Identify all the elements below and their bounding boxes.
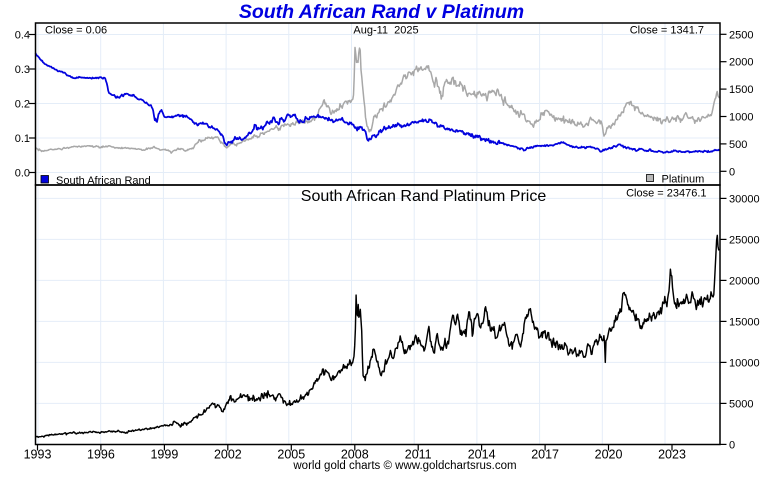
svg-text:500: 500 bbox=[729, 139, 747, 151]
svg-text:2005: 2005 bbox=[277, 448, 305, 462]
svg-text:0.4: 0.4 bbox=[15, 30, 30, 42]
svg-text:2500: 2500 bbox=[729, 29, 753, 41]
svg-text:world gold charts © www.goldch: world gold charts © www.goldchartsrus.co… bbox=[292, 460, 516, 472]
svg-text:5000: 5000 bbox=[729, 398, 753, 410]
svg-text:South African Rand Platinum Pr: South African Rand Platinum Price bbox=[301, 188, 547, 205]
svg-text:15000: 15000 bbox=[729, 316, 760, 328]
svg-text:Close = 1341.7: Close = 1341.7 bbox=[630, 25, 704, 37]
svg-text:1000: 1000 bbox=[729, 112, 753, 124]
svg-text:0: 0 bbox=[729, 166, 735, 178]
svg-text:2023: 2023 bbox=[658, 448, 686, 462]
svg-text:2000: 2000 bbox=[729, 57, 753, 69]
svg-text:0.3: 0.3 bbox=[15, 64, 30, 76]
svg-text:0: 0 bbox=[729, 439, 735, 451]
svg-text:20000: 20000 bbox=[729, 275, 760, 287]
svg-text:30000: 30000 bbox=[729, 193, 760, 205]
svg-text:0.2: 0.2 bbox=[15, 99, 30, 111]
svg-text:2011: 2011 bbox=[405, 448, 432, 462]
svg-text:Aug-11 2025: Aug-11 2025 bbox=[353, 25, 418, 37]
svg-text:1500: 1500 bbox=[729, 84, 753, 96]
svg-text:2008: 2008 bbox=[341, 448, 369, 462]
svg-text:10000: 10000 bbox=[729, 357, 760, 369]
svg-text:0.0: 0.0 bbox=[15, 168, 30, 180]
svg-text:Close = 0.06: Close = 0.06 bbox=[45, 25, 107, 37]
svg-text:Platinum: Platinum bbox=[662, 174, 705, 186]
svg-text:2017: 2017 bbox=[531, 448, 559, 462]
svg-text:25000: 25000 bbox=[729, 234, 760, 246]
svg-text:2014: 2014 bbox=[468, 448, 496, 462]
svg-text:1993: 1993 bbox=[24, 448, 52, 462]
svg-text:South African Rand v Platinum: South African Rand v Platinum bbox=[239, 1, 524, 23]
svg-text:Close = 23476.1: Close = 23476.1 bbox=[626, 188, 706, 200]
svg-text:0.1: 0.1 bbox=[15, 133, 30, 145]
svg-text:1999: 1999 bbox=[150, 448, 178, 462]
svg-text:2020: 2020 bbox=[595, 448, 623, 462]
svg-text:2002: 2002 bbox=[214, 448, 242, 462]
svg-text:South African Rand: South African Rand bbox=[56, 175, 151, 187]
svg-text:1996: 1996 bbox=[87, 448, 115, 462]
